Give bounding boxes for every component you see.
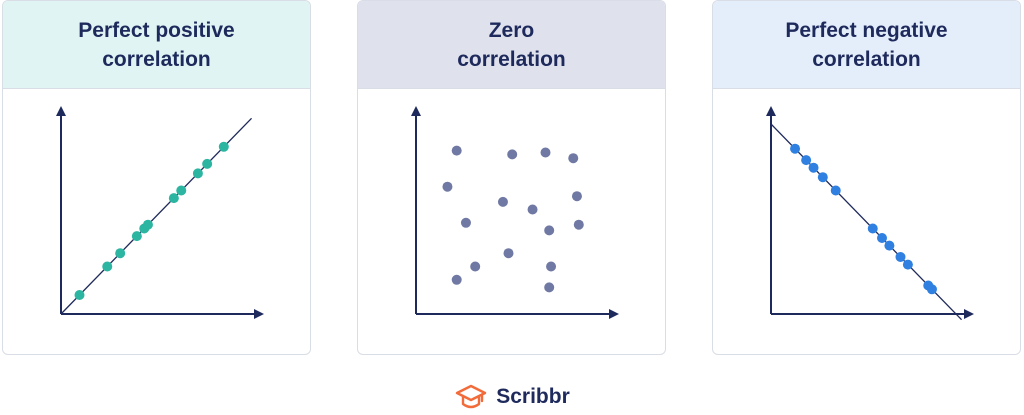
y-axis-arrow <box>766 106 776 116</box>
brand-name: Scribbr <box>496 385 570 408</box>
data-point <box>507 149 518 160</box>
data-point <box>546 261 557 272</box>
panel-title: Perfect negative correlation <box>785 18 948 71</box>
data-point <box>571 191 582 202</box>
data-point <box>497 196 508 207</box>
brand-footer: Scribbr <box>0 382 1024 412</box>
chart-negative <box>766 106 974 321</box>
data-point <box>544 225 555 236</box>
data-point <box>573 219 584 230</box>
data-point <box>808 162 819 173</box>
data-point <box>503 248 514 259</box>
x-axis-arrow <box>609 309 619 319</box>
y-axis-arrow <box>56 106 66 116</box>
data-point <box>867 223 878 234</box>
data-point <box>527 204 538 215</box>
panel-header: Zero correlation <box>358 1 665 89</box>
data-point <box>470 261 481 272</box>
data-point <box>544 282 555 293</box>
data-point <box>451 274 462 285</box>
data-point <box>540 147 551 158</box>
panel-zero: Zero correlation <box>357 0 666 355</box>
data-point <box>884 240 895 251</box>
panel-positive: Perfect positive correlation <box>2 0 311 355</box>
panel-title: Zero correlation <box>457 18 566 71</box>
data-point <box>142 219 153 230</box>
data-point <box>202 158 213 169</box>
data-point <box>176 185 187 196</box>
data-point <box>926 284 937 295</box>
data-point <box>131 231 142 242</box>
panel-header: Perfect negative correlation <box>713 1 1020 89</box>
chart-positive <box>56 106 264 319</box>
trend-line <box>60 117 253 315</box>
data-point <box>192 168 203 179</box>
data-point <box>218 141 229 152</box>
data-point <box>830 185 841 196</box>
y-axis-arrow <box>411 106 421 116</box>
data-point <box>568 153 579 164</box>
data-point <box>102 261 113 272</box>
data-point <box>877 233 887 243</box>
graduation-cap-icon <box>456 384 487 409</box>
data-point <box>801 155 812 166</box>
data-point <box>460 217 471 228</box>
data-point <box>790 143 801 154</box>
panel-negative: Perfect negative correlation <box>712 0 1021 355</box>
data-point <box>451 145 462 156</box>
data-point <box>442 181 453 192</box>
data-point <box>168 193 179 204</box>
data-point <box>817 172 828 183</box>
x-axis-arrow <box>254 309 264 319</box>
data-point <box>902 259 913 270</box>
panel-title: Perfect positive correlation <box>78 18 235 71</box>
data-point <box>895 252 906 262</box>
data-point <box>115 248 126 259</box>
chart-zero <box>411 106 619 319</box>
panel-header: Perfect positive correlation <box>3 1 310 89</box>
x-axis-arrow <box>964 309 974 319</box>
data-point <box>74 290 85 300</box>
